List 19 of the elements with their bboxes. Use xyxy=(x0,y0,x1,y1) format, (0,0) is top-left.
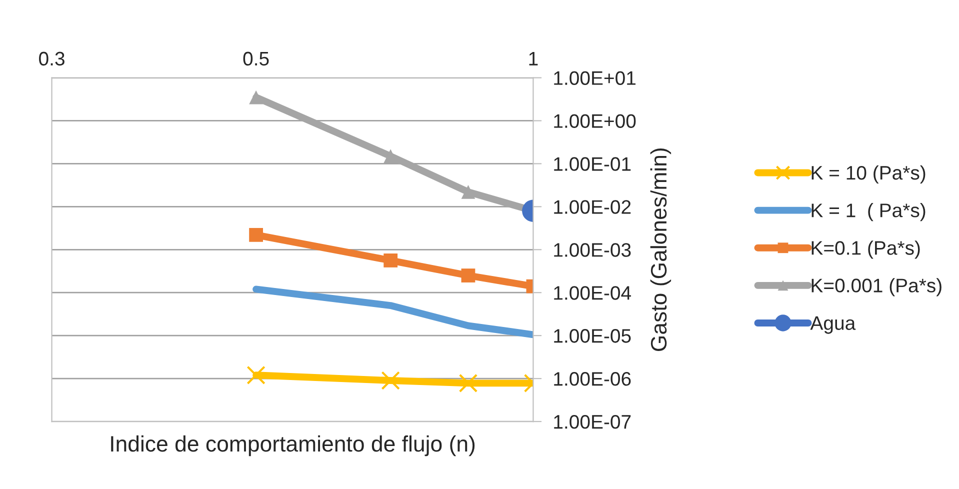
y-tick-label: 1.00E+01 xyxy=(554,71,636,85)
y-axis-title: Gasto (Galones/min) xyxy=(650,148,672,352)
legend-label: K = 1 ( Pa*s) xyxy=(812,203,926,222)
y-tick-label: 1.00E-01 xyxy=(554,157,631,171)
legend-label: K = 10 (Pa*s) xyxy=(812,165,926,184)
legend-label: Agua xyxy=(810,316,856,334)
y-tick-label: 1.00E-07 xyxy=(554,414,631,429)
x-tick-label: 0.5 xyxy=(243,52,269,66)
y-tick-label: 1.00E-03 xyxy=(554,243,631,257)
legend-label: K=0.001 (Pa*s) xyxy=(812,278,942,296)
x-axis-title: Indice de comportamiento de flujo (n) xyxy=(111,435,475,456)
y-tick-label: 1.00E-04 xyxy=(554,286,631,300)
y-tick-label: 1.00E+00 xyxy=(554,114,636,128)
legend-label: K=0.1 (Pa*s) xyxy=(812,240,920,259)
y-tick-label: 1.00E-06 xyxy=(554,372,631,386)
y-tick-label: 1.00E-05 xyxy=(554,329,631,343)
x-tick-label: 1 xyxy=(529,52,538,66)
y-tick-label: 1.00E-02 xyxy=(554,200,631,214)
x-tick-label: 0.3 xyxy=(39,52,64,66)
